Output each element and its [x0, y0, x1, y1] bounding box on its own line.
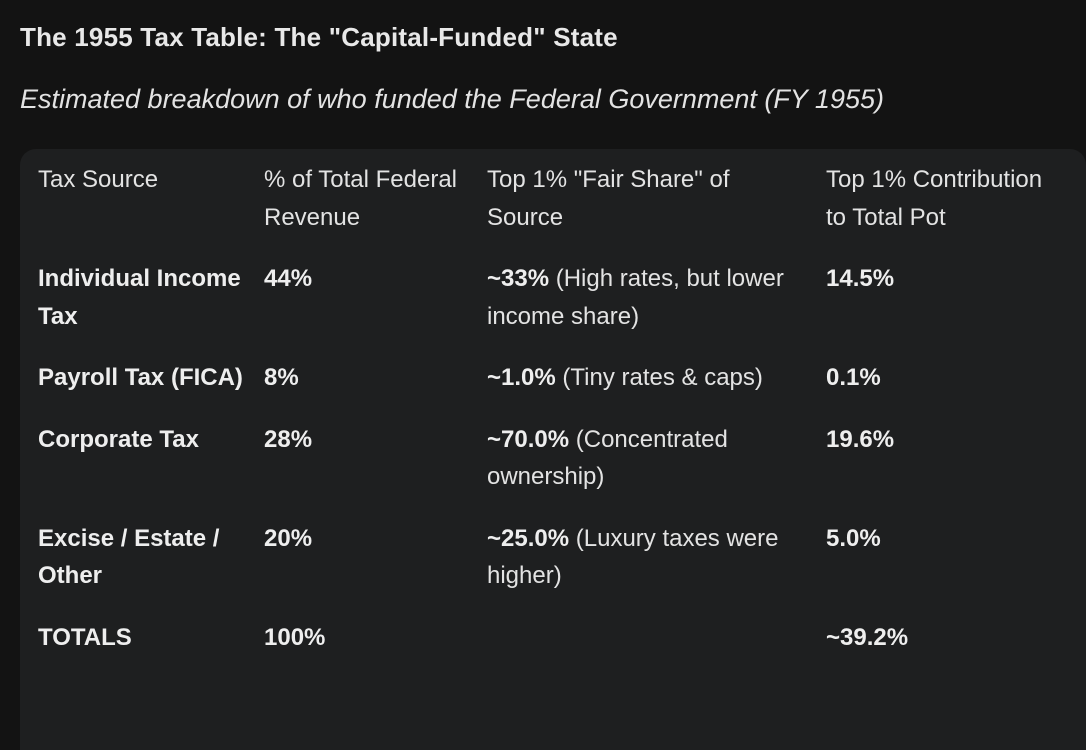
contribution-cell: 19.6%	[826, 425, 895, 453]
pct-revenue-cell: 28%	[264, 425, 313, 453]
totals-row: TOTALS 100% ~39.2%	[38, 619, 1086, 657]
tax-source-cell: Excise / Estate / Other	[38, 524, 220, 590]
table-row: Corporate Tax 28% ~70.0% (Concentrated o…	[38, 421, 1086, 520]
page-title: The 1955 Tax Table: The "Capital-Funded"…	[20, 22, 618, 52]
fair-share-note: (Luxury taxes were higher)	[487, 524, 779, 590]
totals-fair-share	[487, 619, 826, 657]
totals-label: TOTALS	[38, 623, 132, 651]
fair-share-value: ~25.0%	[487, 524, 570, 552]
column-header-pct-revenue: % of Total Federal Revenue	[264, 166, 457, 231]
tax-source-cell: Corporate Tax	[38, 425, 199, 453]
contribution-cell: 0.1%	[826, 364, 881, 391]
contribution-cell: 5.0%	[826, 524, 881, 552]
fair-share-note: (High rates, but lower income share)	[487, 265, 784, 330]
fair-share-value: ~70.0%	[487, 425, 570, 453]
pct-revenue-cell: 44%	[264, 265, 313, 292]
table-header-row: Tax Source % of Total Federal Revenue To…	[38, 161, 1086, 260]
pct-revenue-cell: 8%	[264, 364, 299, 391]
tax-source-cell: Individual Income Tax	[38, 265, 241, 330]
fair-share-value: ~1.0%	[487, 364, 556, 391]
fair-share-cell: ~70.0% (Concentrated ownership)	[487, 421, 826, 520]
tax-table: Tax Source % of Total Federal Revenue To…	[38, 161, 1086, 656]
fair-share-cell: ~25.0% (Luxury taxes were higher)	[487, 520, 826, 619]
totals-contribution: ~39.2%	[826, 623, 909, 651]
table-row: Individual Income Tax 44% ~33% (High rat…	[38, 260, 1086, 359]
fair-share-cell: ~33% (High rates, but lower income share…	[487, 260, 826, 359]
fair-share-value: ~33%	[487, 265, 550, 292]
column-header-contribution: Top 1% Contribution to Total Pot	[826, 166, 1043, 231]
tax-source-cell: Payroll Tax (FICA)	[38, 364, 243, 391]
table-row: Payroll Tax (FICA) 8% ~1.0% (Tiny rates …	[38, 359, 1086, 421]
table-row: Excise / Estate / Other 20% ~25.0% (Luxu…	[38, 520, 1086, 619]
contribution-cell: 14.5%	[826, 265, 895, 292]
fair-share-note: (Tiny rates & caps)	[562, 364, 763, 391]
pct-revenue-cell: 20%	[264, 524, 313, 552]
column-header-tax-source: Tax Source	[38, 166, 159, 193]
column-header-fair-share: Top 1% "Fair Share" of Source	[487, 166, 730, 231]
totals-pct-revenue: 100%	[264, 623, 326, 651]
page-subtitle: Estimated breakdown of who funded the Fe…	[20, 84, 884, 114]
fair-share-cell: ~1.0% (Tiny rates & caps)	[487, 359, 826, 421]
tax-table-card: Tax Source % of Total Federal Revenue To…	[20, 149, 1086, 750]
fair-share-note: (Concentrated ownership)	[487, 425, 728, 491]
